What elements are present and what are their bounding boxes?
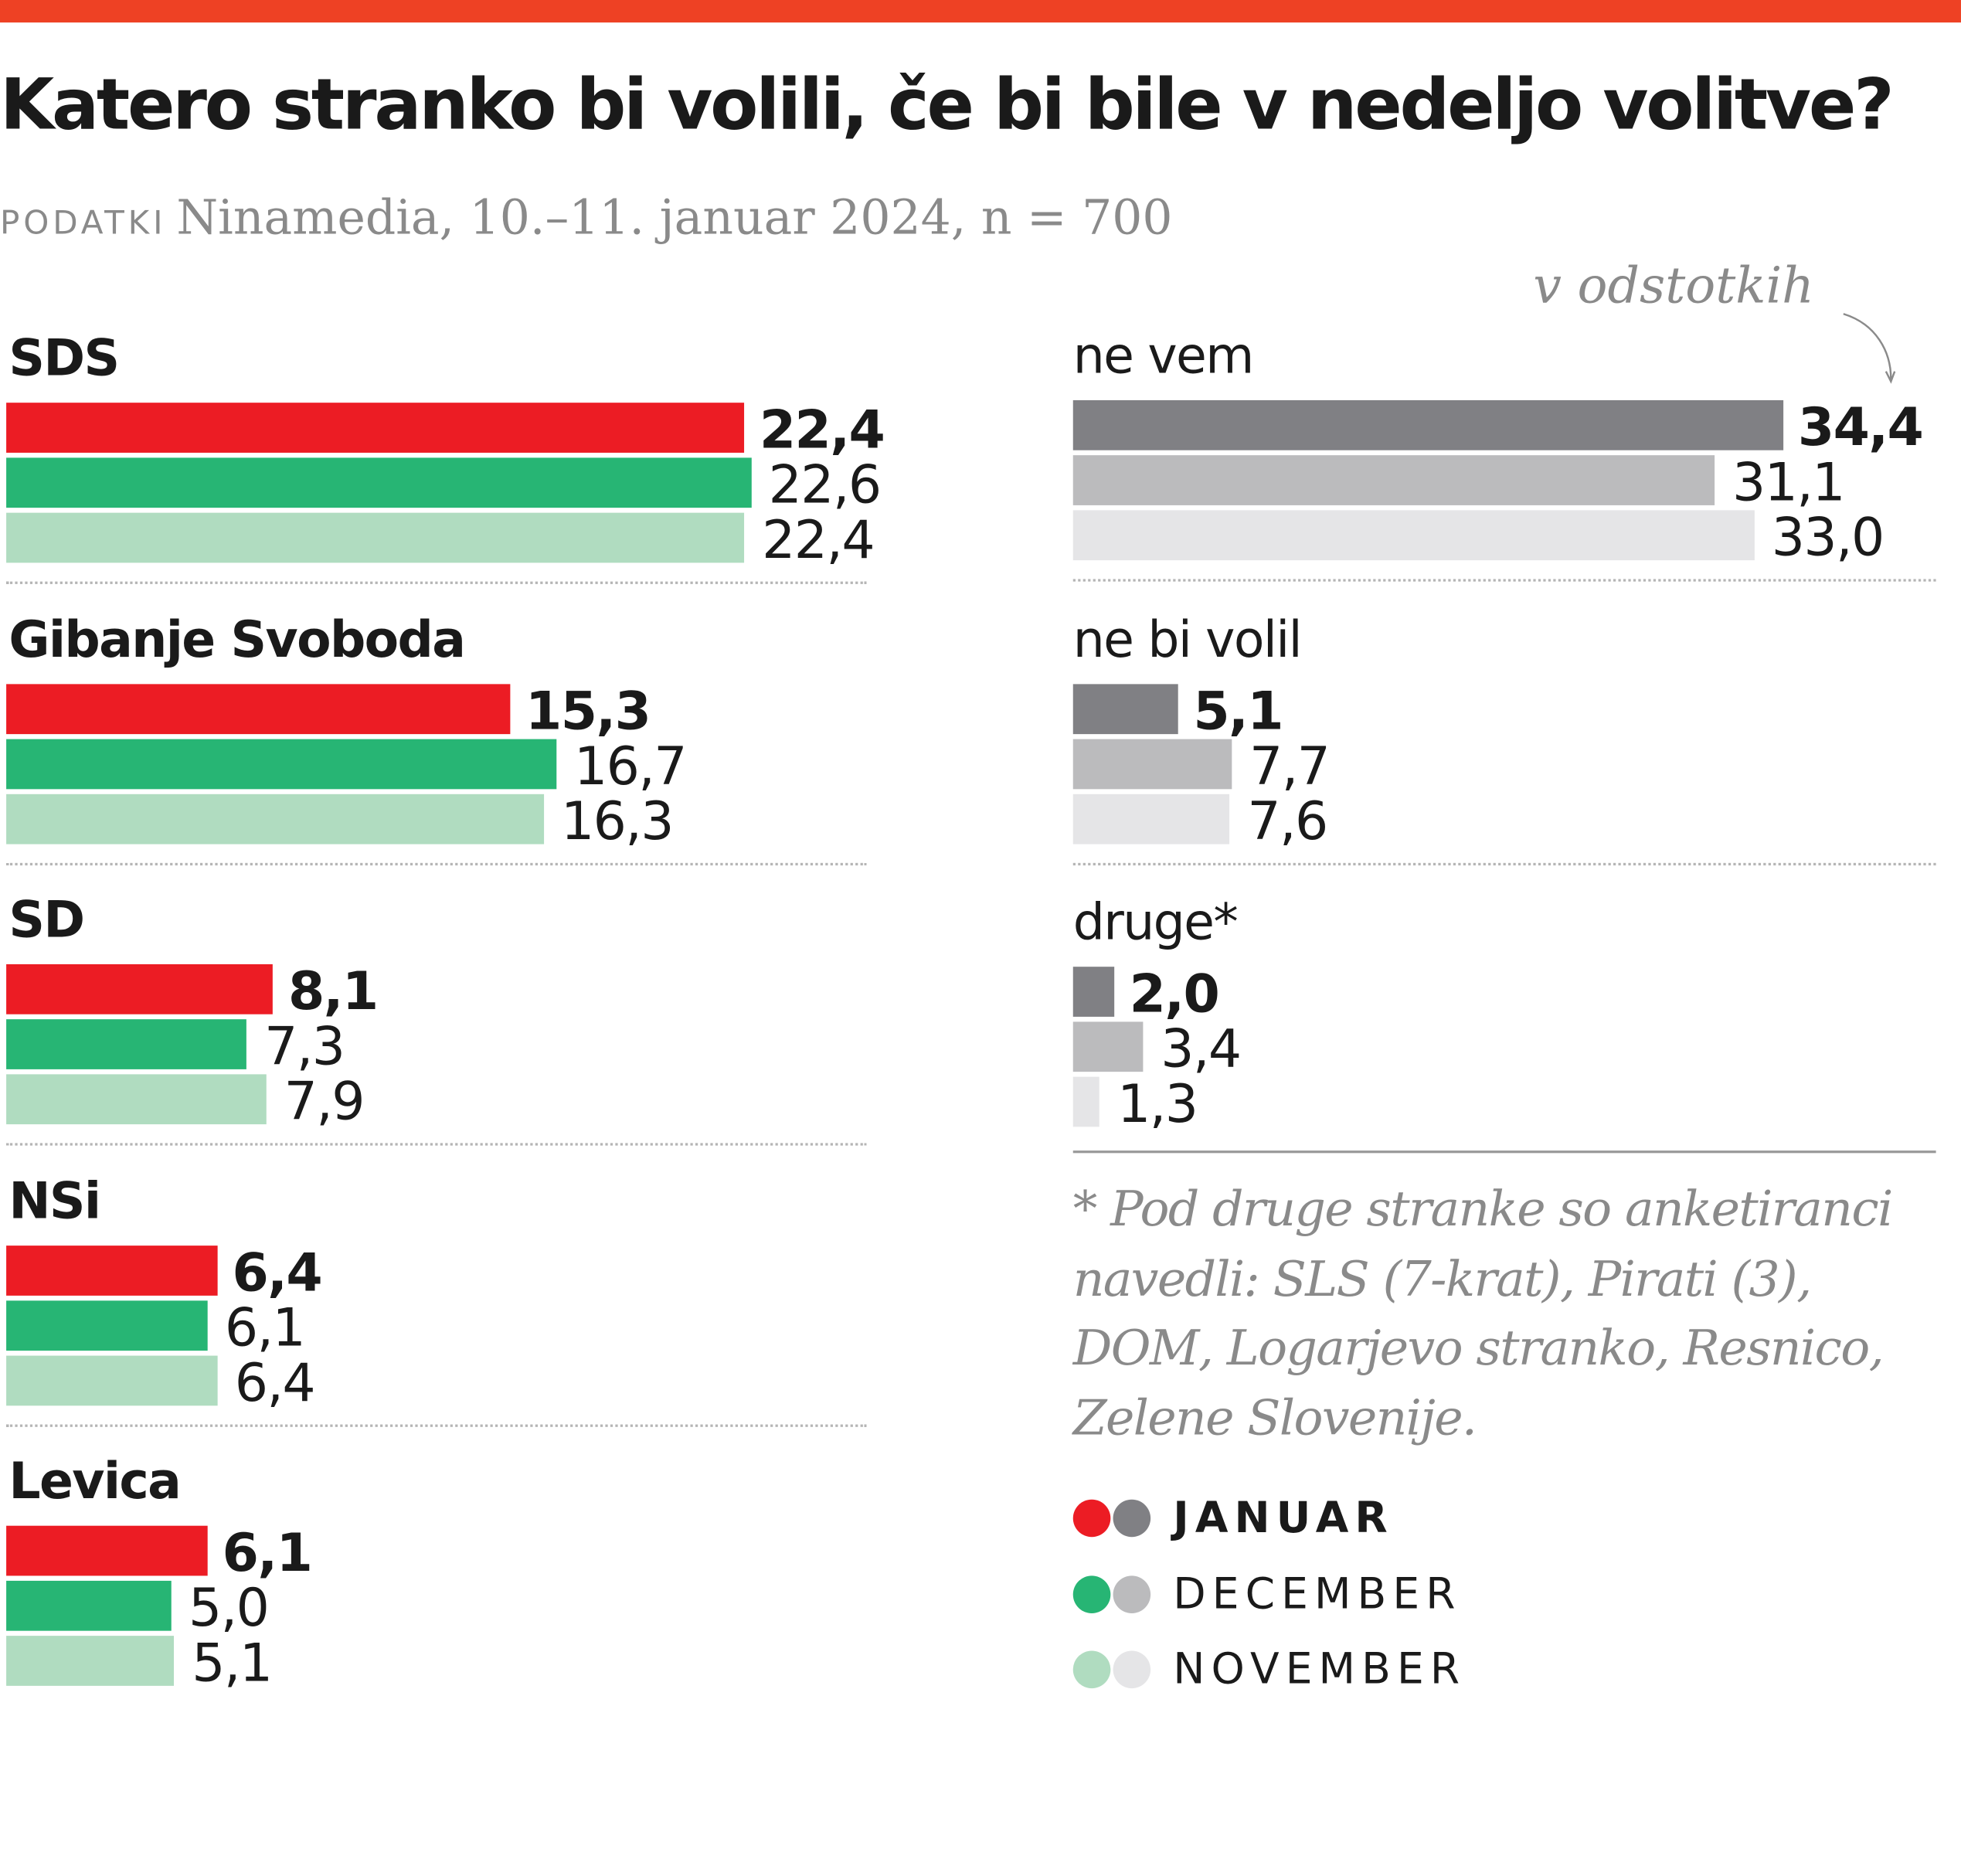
group-label: ne vem	[1072, 328, 1255, 386]
bar-januar	[1072, 399, 1783, 450]
legend-dot-other	[1113, 1650, 1151, 1689]
data-label: 22,6	[768, 454, 882, 515]
legend-item-december: DECEMBER	[1072, 1569, 1462, 1619]
dotted-divider	[1072, 579, 1936, 582]
data-label: 1,3	[1117, 1072, 1198, 1135]
group-label: Gibanje Svoboda	[8, 610, 466, 669]
data-label: 34,4	[1797, 396, 1924, 458]
chart-title: Katero stranko bi volili, če bi bile v n…	[0, 65, 1895, 147]
subtitle: PODATKI Ninamedia, 10.–11. januar 2024, n…	[0, 190, 1172, 245]
group-label: SDS	[8, 330, 120, 388]
data-label: 2,0	[1129, 963, 1220, 1025]
bar-november	[6, 512, 745, 563]
legend-label: DECEMBER	[1173, 1569, 1462, 1620]
data-label: 7,6	[1247, 790, 1328, 851]
footnote: * Pod druge stranke so anketiranci naved…	[1072, 1181, 1894, 1446]
data-label: 7,7	[1249, 734, 1331, 797]
bar-november	[6, 1354, 218, 1405]
bar-november	[6, 1074, 267, 1125]
data-label: 5,0	[189, 1577, 270, 1639]
bar-december	[6, 1300, 208, 1351]
bar-januar	[1072, 683, 1178, 734]
dotted-divider	[6, 862, 867, 865]
data-label: 6,1	[224, 1296, 306, 1358]
bar-december	[6, 738, 557, 789]
bar-november	[1072, 510, 1755, 561]
data-label: 22,4	[759, 399, 885, 461]
data-label: 5,1	[1193, 679, 1283, 742]
group-label: ne bi volil	[1072, 610, 1303, 669]
legend-label: JANUAR	[1173, 1493, 1394, 1544]
group-label: NSi	[8, 1172, 101, 1230]
data-label: 6,1	[222, 1521, 313, 1584]
divider-line	[1072, 1150, 1936, 1154]
legend-label: NOVEMBER	[1173, 1644, 1467, 1695]
bar-november	[1072, 1076, 1100, 1127]
dotted-divider	[6, 1423, 867, 1427]
data-label: 6,4	[234, 1351, 316, 1413]
legend-dot-party	[1072, 1575, 1111, 1613]
bar-januar	[1072, 967, 1115, 1017]
bar-november	[6, 794, 544, 844]
bar-januar	[6, 403, 745, 453]
bar-januar	[6, 1525, 208, 1576]
accent-bar	[0, 0, 1961, 23]
bar-januar	[6, 963, 274, 1014]
legend-item-januar: JANUAR	[1072, 1494, 1394, 1543]
bar-december	[1072, 738, 1232, 789]
data-label: 33,0	[1771, 506, 1885, 568]
data-label: 6,4	[232, 1241, 322, 1303]
data-label: 5,1	[192, 1632, 273, 1694]
dotted-divider	[1072, 862, 1936, 865]
data-label: 22,4	[762, 508, 875, 571]
data-label: 15,3	[525, 679, 651, 742]
data-label: 3,4	[1161, 1018, 1242, 1079]
data-label: 16,3	[560, 790, 674, 851]
arrow-icon	[1843, 313, 1896, 384]
data-label: 31,1	[1732, 451, 1846, 513]
dotted-divider	[6, 581, 867, 584]
bar-januar	[6, 1245, 218, 1296]
data-label: 8,1	[287, 960, 379, 1022]
bar-december	[1072, 1021, 1144, 1072]
data-label: 7,9	[284, 1070, 365, 1132]
data-label: 16,7	[573, 734, 687, 797]
legend-dot-party	[1072, 1650, 1111, 1689]
group-label: druge*	[1072, 894, 1239, 952]
bar-november	[6, 1636, 175, 1686]
bar-december	[1072, 455, 1715, 505]
legend-dot-other	[1113, 1499, 1151, 1538]
legend-item-november: NOVEMBER	[1072, 1644, 1466, 1694]
bar-november	[1072, 794, 1230, 844]
group-label: Levica	[8, 1453, 182, 1511]
data-label: 7,3	[264, 1015, 345, 1077]
dotted-divider	[6, 1143, 867, 1146]
unit-note: v odstotkih	[1533, 257, 1814, 315]
bar-december	[6, 1580, 172, 1631]
legend-dot-other	[1113, 1575, 1151, 1613]
legend-dot-party	[1072, 1499, 1111, 1538]
bar-december	[6, 1019, 247, 1069]
source-text: Ninamedia, 10.–11. januar 2024, n = 700	[176, 190, 1173, 246]
bar-januar	[6, 683, 511, 734]
source-label: PODATKI	[0, 205, 167, 243]
bar-december	[6, 457, 751, 508]
group-label: SD	[8, 892, 85, 950]
